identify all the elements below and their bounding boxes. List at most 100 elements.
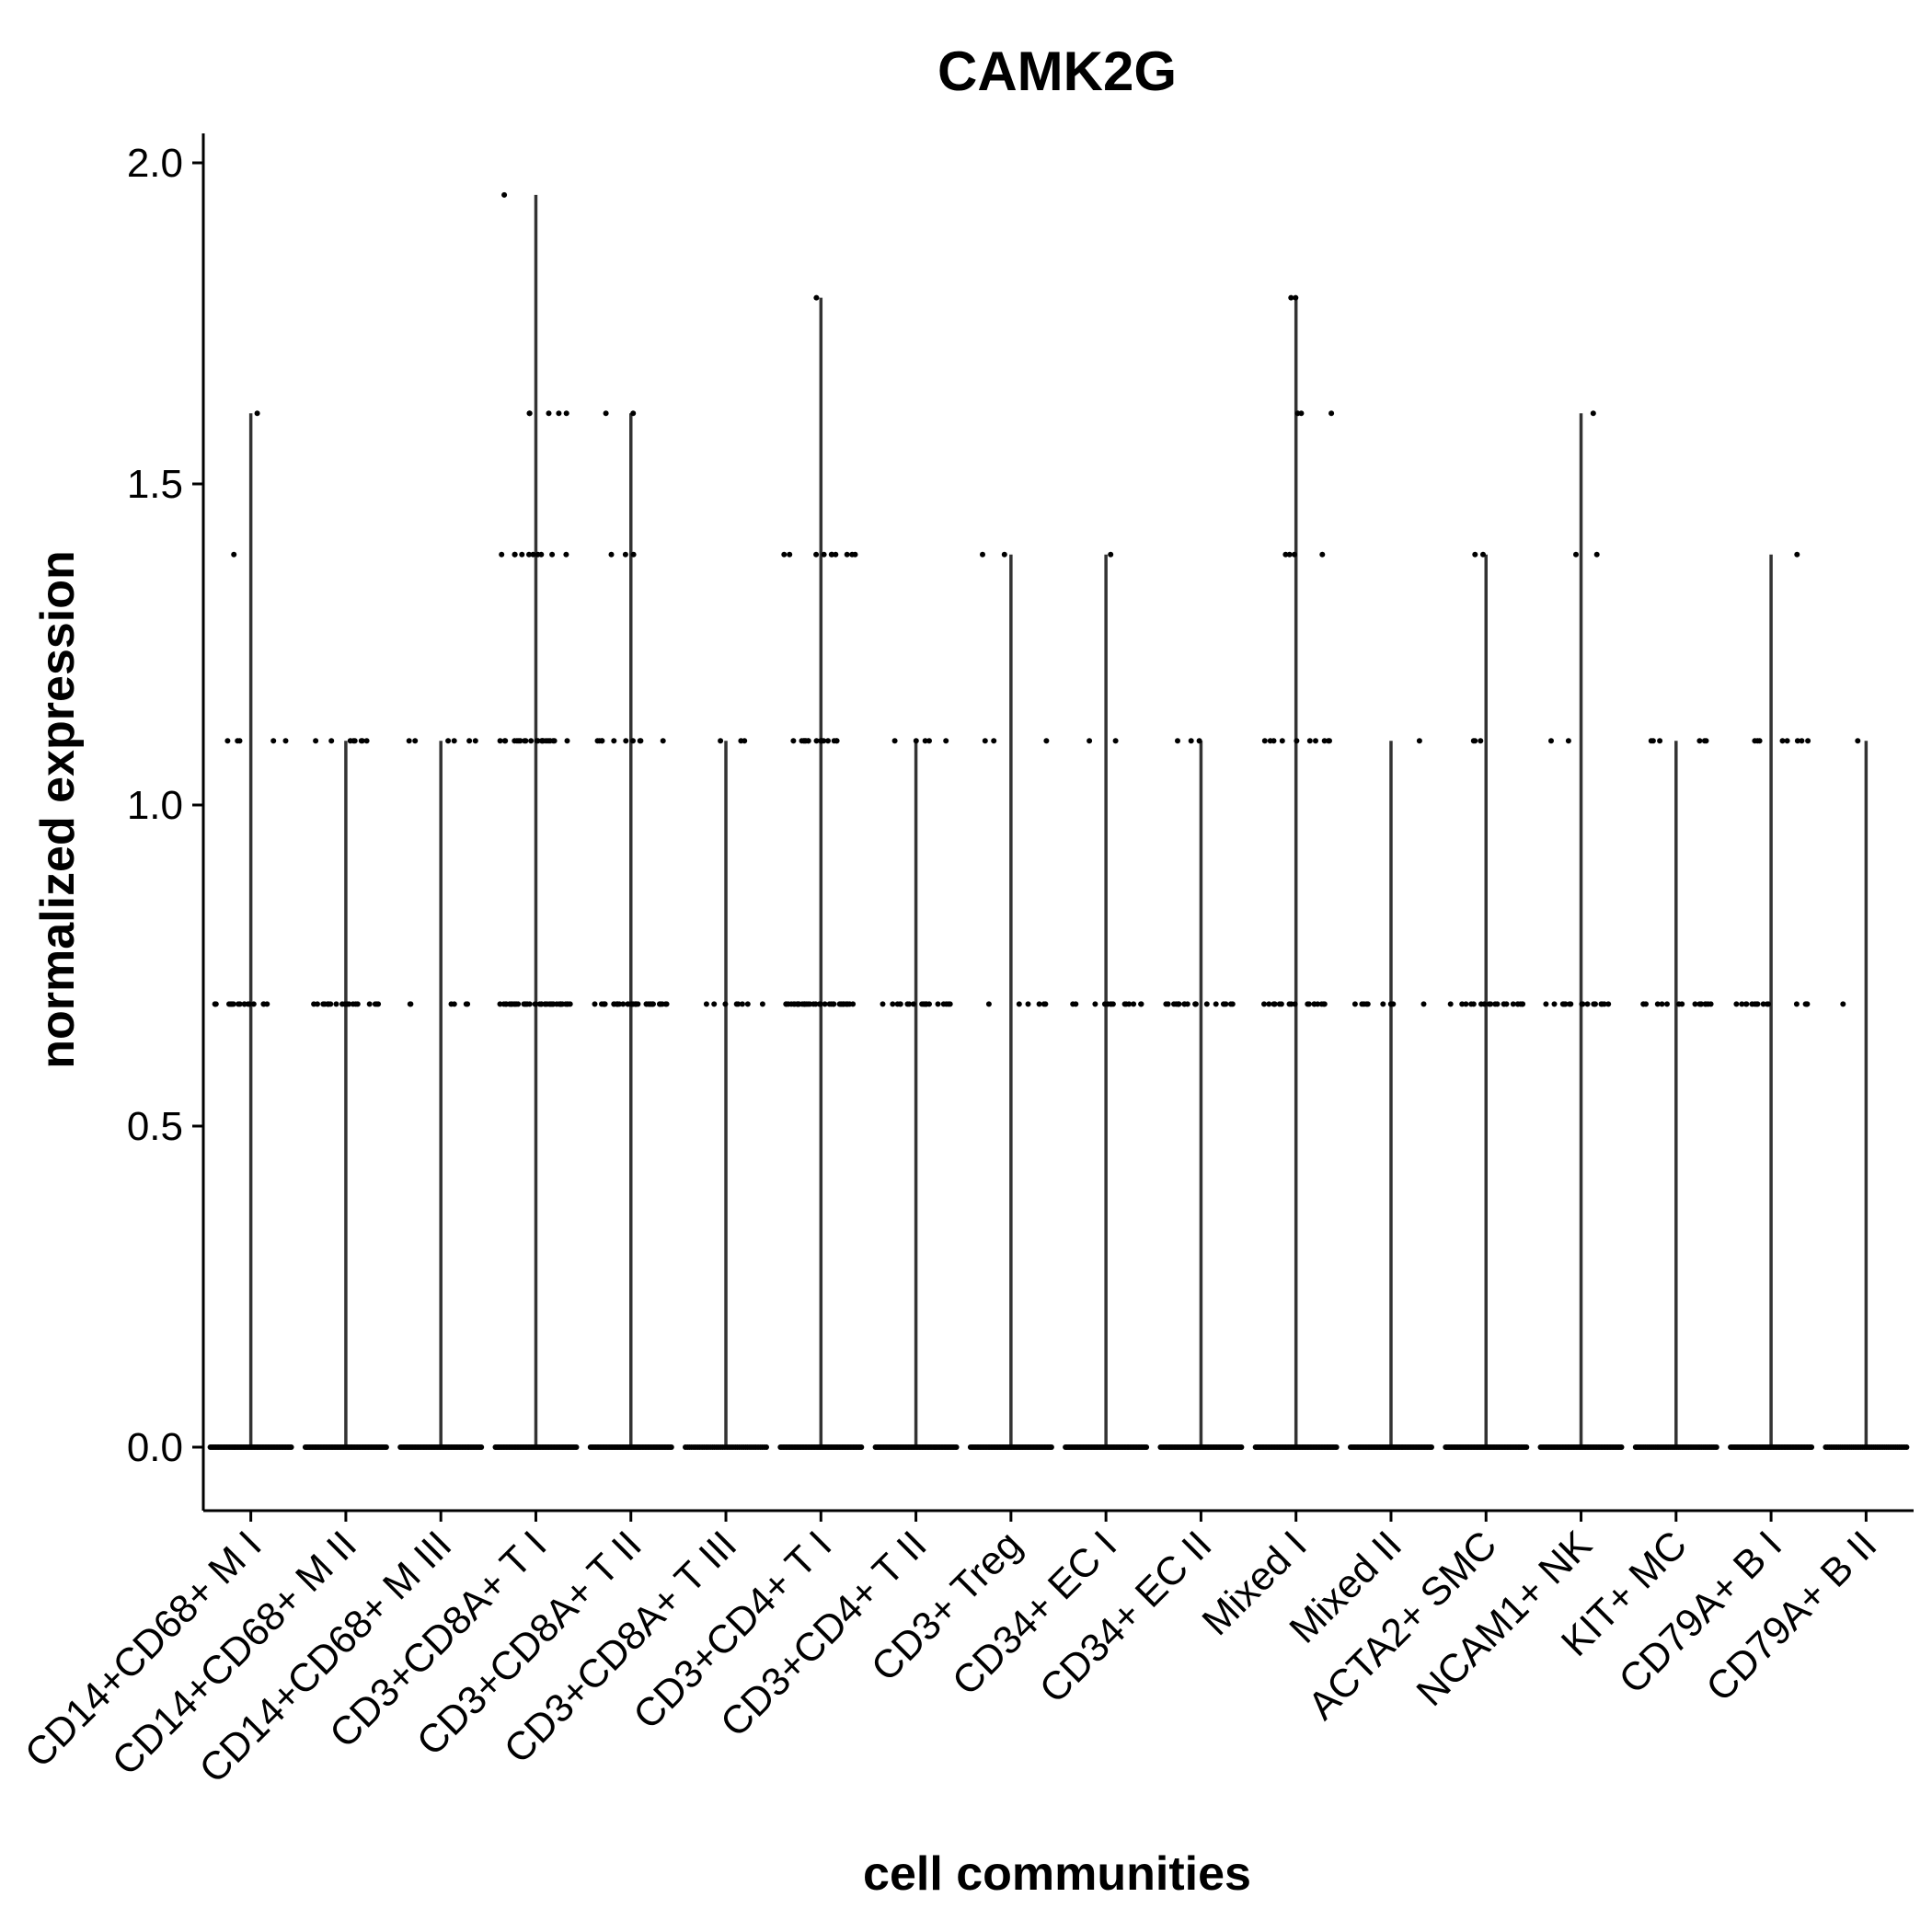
data-point bbox=[1319, 551, 1326, 558]
data-point bbox=[818, 738, 823, 744]
data-point bbox=[1794, 551, 1800, 558]
data-point bbox=[890, 1001, 896, 1007]
data-point bbox=[546, 410, 552, 417]
data-point bbox=[1692, 1001, 1698, 1007]
data-point bbox=[311, 1001, 317, 1007]
data-point bbox=[923, 1001, 929, 1007]
data-point bbox=[991, 738, 997, 744]
data-point bbox=[1605, 1001, 1612, 1007]
plot-area bbox=[207, 191, 1910, 1450]
data-point bbox=[1363, 1001, 1370, 1007]
data-point bbox=[1105, 1001, 1111, 1007]
data-point bbox=[1517, 1001, 1524, 1007]
data-point bbox=[812, 1001, 819, 1007]
data-point bbox=[1698, 1001, 1705, 1007]
data-point bbox=[502, 738, 509, 744]
data-point bbox=[346, 1001, 352, 1007]
data-point bbox=[781, 551, 788, 558]
data-point bbox=[1196, 738, 1202, 744]
data-point bbox=[445, 738, 452, 744]
data-point bbox=[744, 1001, 751, 1007]
data-point bbox=[787, 551, 793, 558]
data-point bbox=[1664, 1001, 1670, 1007]
data-point bbox=[833, 551, 839, 558]
data-point bbox=[270, 738, 277, 744]
data-point bbox=[592, 1001, 598, 1007]
data-point bbox=[1238, 1444, 1245, 1450]
data-point bbox=[1618, 1444, 1625, 1450]
data-point bbox=[826, 1001, 833, 1007]
data-point bbox=[352, 1001, 359, 1007]
data-point bbox=[625, 1001, 631, 1007]
data-point bbox=[1321, 738, 1328, 744]
data-point bbox=[1579, 1001, 1585, 1007]
data-point bbox=[1261, 738, 1268, 744]
data-point bbox=[922, 738, 928, 744]
data-point bbox=[321, 1001, 328, 1007]
data-point bbox=[554, 1001, 560, 1007]
data-point bbox=[1318, 1001, 1325, 1007]
data-point bbox=[1478, 1001, 1484, 1007]
data-point bbox=[796, 1001, 801, 1007]
data-point bbox=[919, 1001, 926, 1007]
data-point bbox=[735, 1001, 742, 1007]
data-point bbox=[603, 410, 609, 417]
data-point bbox=[935, 1001, 941, 1007]
data-point bbox=[564, 1001, 570, 1007]
y-tick-label: 0.0 bbox=[127, 1425, 183, 1470]
data-point bbox=[803, 1001, 810, 1007]
data-point bbox=[535, 551, 541, 558]
data-point bbox=[1001, 551, 1007, 558]
data-point bbox=[1184, 1001, 1190, 1007]
data-point bbox=[288, 1444, 294, 1450]
data-point bbox=[1470, 1001, 1477, 1007]
y-tick-label: 2.0 bbox=[127, 141, 183, 186]
data-point bbox=[637, 738, 643, 744]
data-point bbox=[1739, 1001, 1745, 1007]
data-point bbox=[1784, 738, 1790, 744]
data-point bbox=[1543, 1001, 1549, 1007]
data-point bbox=[1276, 1001, 1282, 1007]
data-point bbox=[539, 738, 546, 744]
data-point bbox=[1306, 738, 1313, 744]
data-point bbox=[802, 738, 809, 744]
data-point bbox=[764, 1444, 769, 1450]
data-point bbox=[1092, 1001, 1098, 1007]
data-point bbox=[630, 410, 637, 417]
data-point bbox=[1840, 1001, 1846, 1007]
data-point bbox=[1480, 551, 1486, 558]
data-point bbox=[1016, 1001, 1022, 1007]
data-point bbox=[1459, 1001, 1466, 1007]
data-point bbox=[1809, 1444, 1815, 1450]
data-point bbox=[1165, 1001, 1171, 1007]
data-point bbox=[829, 551, 835, 558]
data-point bbox=[512, 551, 518, 558]
data-point bbox=[880, 1001, 886, 1007]
data-point bbox=[1524, 1444, 1530, 1450]
data-point bbox=[1112, 738, 1119, 744]
data-point bbox=[911, 1001, 916, 1007]
data-point bbox=[1192, 1001, 1199, 1007]
data-point bbox=[526, 1001, 533, 1007]
data-point bbox=[1657, 738, 1663, 744]
data-point bbox=[1492, 1001, 1499, 1007]
data-point bbox=[1486, 1001, 1492, 1007]
data-point bbox=[1429, 1444, 1434, 1450]
data-point bbox=[838, 1001, 845, 1007]
data-point bbox=[1601, 1001, 1607, 1007]
data-point bbox=[1293, 294, 1299, 301]
data-point bbox=[472, 738, 478, 744]
data-point bbox=[1126, 1001, 1133, 1007]
data-point bbox=[1261, 1001, 1267, 1007]
x-axis-title: cell communities bbox=[863, 1847, 1251, 1901]
data-point bbox=[852, 551, 858, 558]
data-point bbox=[1282, 551, 1289, 558]
data-point bbox=[1548, 738, 1554, 744]
data-point bbox=[615, 1001, 621, 1007]
data-point bbox=[1327, 738, 1332, 744]
data-point bbox=[1478, 738, 1484, 744]
data-point bbox=[1420, 1001, 1427, 1007]
data-point bbox=[1592, 1001, 1598, 1007]
